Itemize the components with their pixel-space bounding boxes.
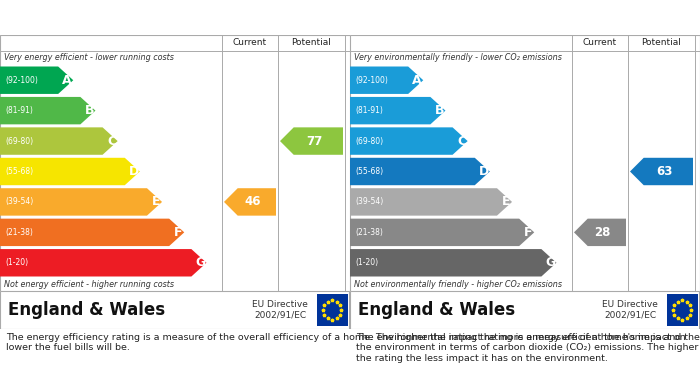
Text: (69-80): (69-80)	[5, 136, 33, 145]
Text: Potential: Potential	[642, 38, 681, 47]
Text: 63: 63	[656, 165, 673, 178]
Text: Very energy efficient - lower running costs: Very energy efficient - lower running co…	[4, 54, 174, 63]
Text: (39-54): (39-54)	[355, 197, 384, 206]
Text: (81-91): (81-91)	[5, 106, 33, 115]
Text: (21-38): (21-38)	[355, 228, 383, 237]
Polygon shape	[350, 249, 556, 276]
Text: Not environmentally friendly - higher CO₂ emissions: Not environmentally friendly - higher CO…	[354, 280, 562, 289]
Text: G: G	[195, 256, 206, 269]
Bar	[666, 294, 697, 326]
Text: (55-68): (55-68)	[5, 167, 33, 176]
Polygon shape	[0, 97, 95, 124]
Polygon shape	[350, 219, 534, 246]
Text: A: A	[412, 74, 422, 87]
Text: C: C	[107, 135, 116, 147]
Text: Current: Current	[233, 38, 267, 47]
Text: F: F	[524, 226, 533, 239]
Text: G: G	[545, 256, 556, 269]
Text: EU Directive
2002/91/EC: EU Directive 2002/91/EC	[602, 300, 658, 320]
Text: B: B	[435, 104, 444, 117]
Polygon shape	[350, 97, 445, 124]
Polygon shape	[0, 249, 206, 276]
Polygon shape	[350, 66, 424, 94]
Text: (92-100): (92-100)	[5, 76, 38, 85]
Polygon shape	[224, 188, 276, 216]
Polygon shape	[280, 127, 343, 155]
Polygon shape	[0, 158, 140, 185]
Text: Environmental Impact (CO₂) Rating: Environmental Impact (CO₂) Rating	[358, 11, 604, 24]
Text: A: A	[62, 74, 72, 87]
Text: C: C	[457, 135, 466, 147]
Text: (39-54): (39-54)	[5, 197, 34, 206]
Text: EU Directive
2002/91/EC: EU Directive 2002/91/EC	[252, 300, 308, 320]
Text: England & Wales: England & Wales	[8, 301, 165, 319]
Text: (1-20): (1-20)	[5, 258, 28, 267]
Polygon shape	[0, 188, 162, 216]
Text: The environmental impact rating is a measure of a home's impact on the environme: The environmental impact rating is a mea…	[356, 333, 699, 363]
Text: Energy Efficiency Rating: Energy Efficiency Rating	[8, 11, 180, 24]
Polygon shape	[0, 219, 184, 246]
Text: B: B	[85, 104, 95, 117]
Polygon shape	[350, 188, 512, 216]
Text: 77: 77	[306, 135, 323, 147]
Text: Not energy efficient - higher running costs: Not energy efficient - higher running co…	[4, 280, 174, 289]
Text: (81-91): (81-91)	[355, 106, 383, 115]
Text: (92-100): (92-100)	[355, 76, 388, 85]
Polygon shape	[0, 66, 74, 94]
Text: (21-38): (21-38)	[5, 228, 33, 237]
Text: England & Wales: England & Wales	[358, 301, 515, 319]
Text: Potential: Potential	[292, 38, 331, 47]
Text: F: F	[174, 226, 183, 239]
Text: Current: Current	[583, 38, 617, 47]
Text: Very environmentally friendly - lower CO₂ emissions: Very environmentally friendly - lower CO…	[354, 54, 562, 63]
Text: D: D	[129, 165, 139, 178]
Text: 46: 46	[244, 196, 261, 208]
Text: E: E	[502, 196, 510, 208]
Polygon shape	[574, 219, 626, 246]
Polygon shape	[0, 127, 118, 155]
Polygon shape	[350, 127, 468, 155]
Text: E: E	[152, 196, 160, 208]
Text: (55-68): (55-68)	[355, 167, 383, 176]
Text: The energy efficiency rating is a measure of the overall efficiency of a home. T: The energy efficiency rating is a measur…	[6, 333, 700, 352]
Text: (69-80): (69-80)	[355, 136, 383, 145]
Text: D: D	[479, 165, 489, 178]
Polygon shape	[630, 158, 693, 185]
Polygon shape	[350, 158, 490, 185]
Text: (1-20): (1-20)	[355, 258, 378, 267]
Bar	[316, 294, 347, 326]
Text: 28: 28	[594, 226, 611, 239]
